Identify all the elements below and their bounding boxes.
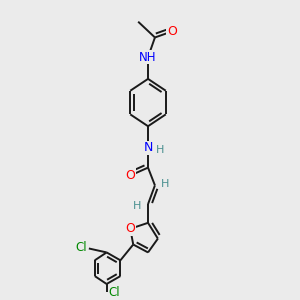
Text: O: O — [125, 222, 135, 235]
Text: Cl: Cl — [109, 286, 120, 299]
Text: O: O — [167, 25, 177, 38]
Text: H: H — [156, 145, 164, 155]
Text: Cl: Cl — [75, 241, 87, 254]
Text: O: O — [125, 169, 135, 182]
Text: H: H — [133, 201, 141, 211]
Text: N: N — [143, 141, 153, 154]
Text: H: H — [160, 179, 169, 189]
Text: NH: NH — [139, 51, 157, 64]
